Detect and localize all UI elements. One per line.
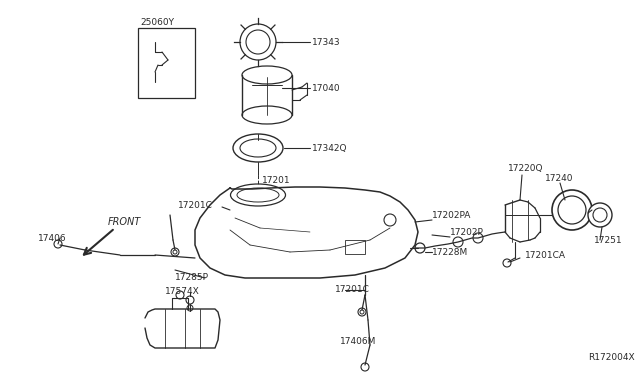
Bar — [345, 240, 365, 254]
Circle shape — [361, 363, 369, 371]
Text: 17406M: 17406M — [340, 337, 376, 346]
Text: 17342Q: 17342Q — [312, 144, 348, 153]
Circle shape — [415, 243, 425, 253]
Ellipse shape — [558, 196, 586, 224]
Circle shape — [358, 308, 366, 316]
Circle shape — [473, 233, 483, 243]
Circle shape — [593, 208, 607, 222]
Ellipse shape — [242, 106, 292, 124]
Circle shape — [54, 240, 62, 248]
Text: 17285P: 17285P — [175, 273, 209, 282]
Circle shape — [171, 248, 179, 256]
Text: 17202P: 17202P — [450, 228, 484, 237]
Text: 17201: 17201 — [262, 176, 291, 185]
Ellipse shape — [237, 188, 279, 202]
Bar — [138, 28, 195, 98]
Circle shape — [360, 310, 364, 314]
Text: 17574X: 17574X — [165, 288, 200, 296]
Circle shape — [384, 214, 396, 226]
Text: 17040: 17040 — [312, 83, 340, 93]
Circle shape — [503, 259, 511, 267]
Circle shape — [453, 237, 463, 247]
Text: 17220Q: 17220Q — [508, 164, 543, 173]
Ellipse shape — [552, 190, 592, 230]
Text: 17201C: 17201C — [335, 285, 370, 295]
Text: 17406: 17406 — [38, 234, 67, 243]
Circle shape — [152, 80, 158, 86]
Circle shape — [187, 305, 193, 311]
Text: 17202PA: 17202PA — [432, 211, 472, 219]
Text: R172004X: R172004X — [588, 353, 635, 362]
Text: 17240: 17240 — [545, 173, 573, 183]
Text: 17251: 17251 — [594, 235, 623, 244]
Circle shape — [186, 296, 194, 304]
Text: 17201C: 17201C — [178, 201, 213, 209]
Circle shape — [240, 24, 276, 60]
Circle shape — [246, 30, 270, 54]
Text: FRONT: FRONT — [108, 217, 141, 227]
Ellipse shape — [240, 139, 276, 157]
Circle shape — [152, 40, 158, 46]
Ellipse shape — [242, 66, 292, 84]
Text: 17228M: 17228M — [432, 247, 468, 257]
Circle shape — [176, 291, 184, 299]
Text: 25060Y: 25060Y — [140, 17, 174, 26]
Text: 17201CA: 17201CA — [525, 250, 566, 260]
Ellipse shape — [233, 134, 283, 162]
Circle shape — [588, 203, 612, 227]
Ellipse shape — [230, 184, 285, 206]
Text: 17343: 17343 — [312, 38, 340, 46]
Circle shape — [173, 250, 177, 254]
